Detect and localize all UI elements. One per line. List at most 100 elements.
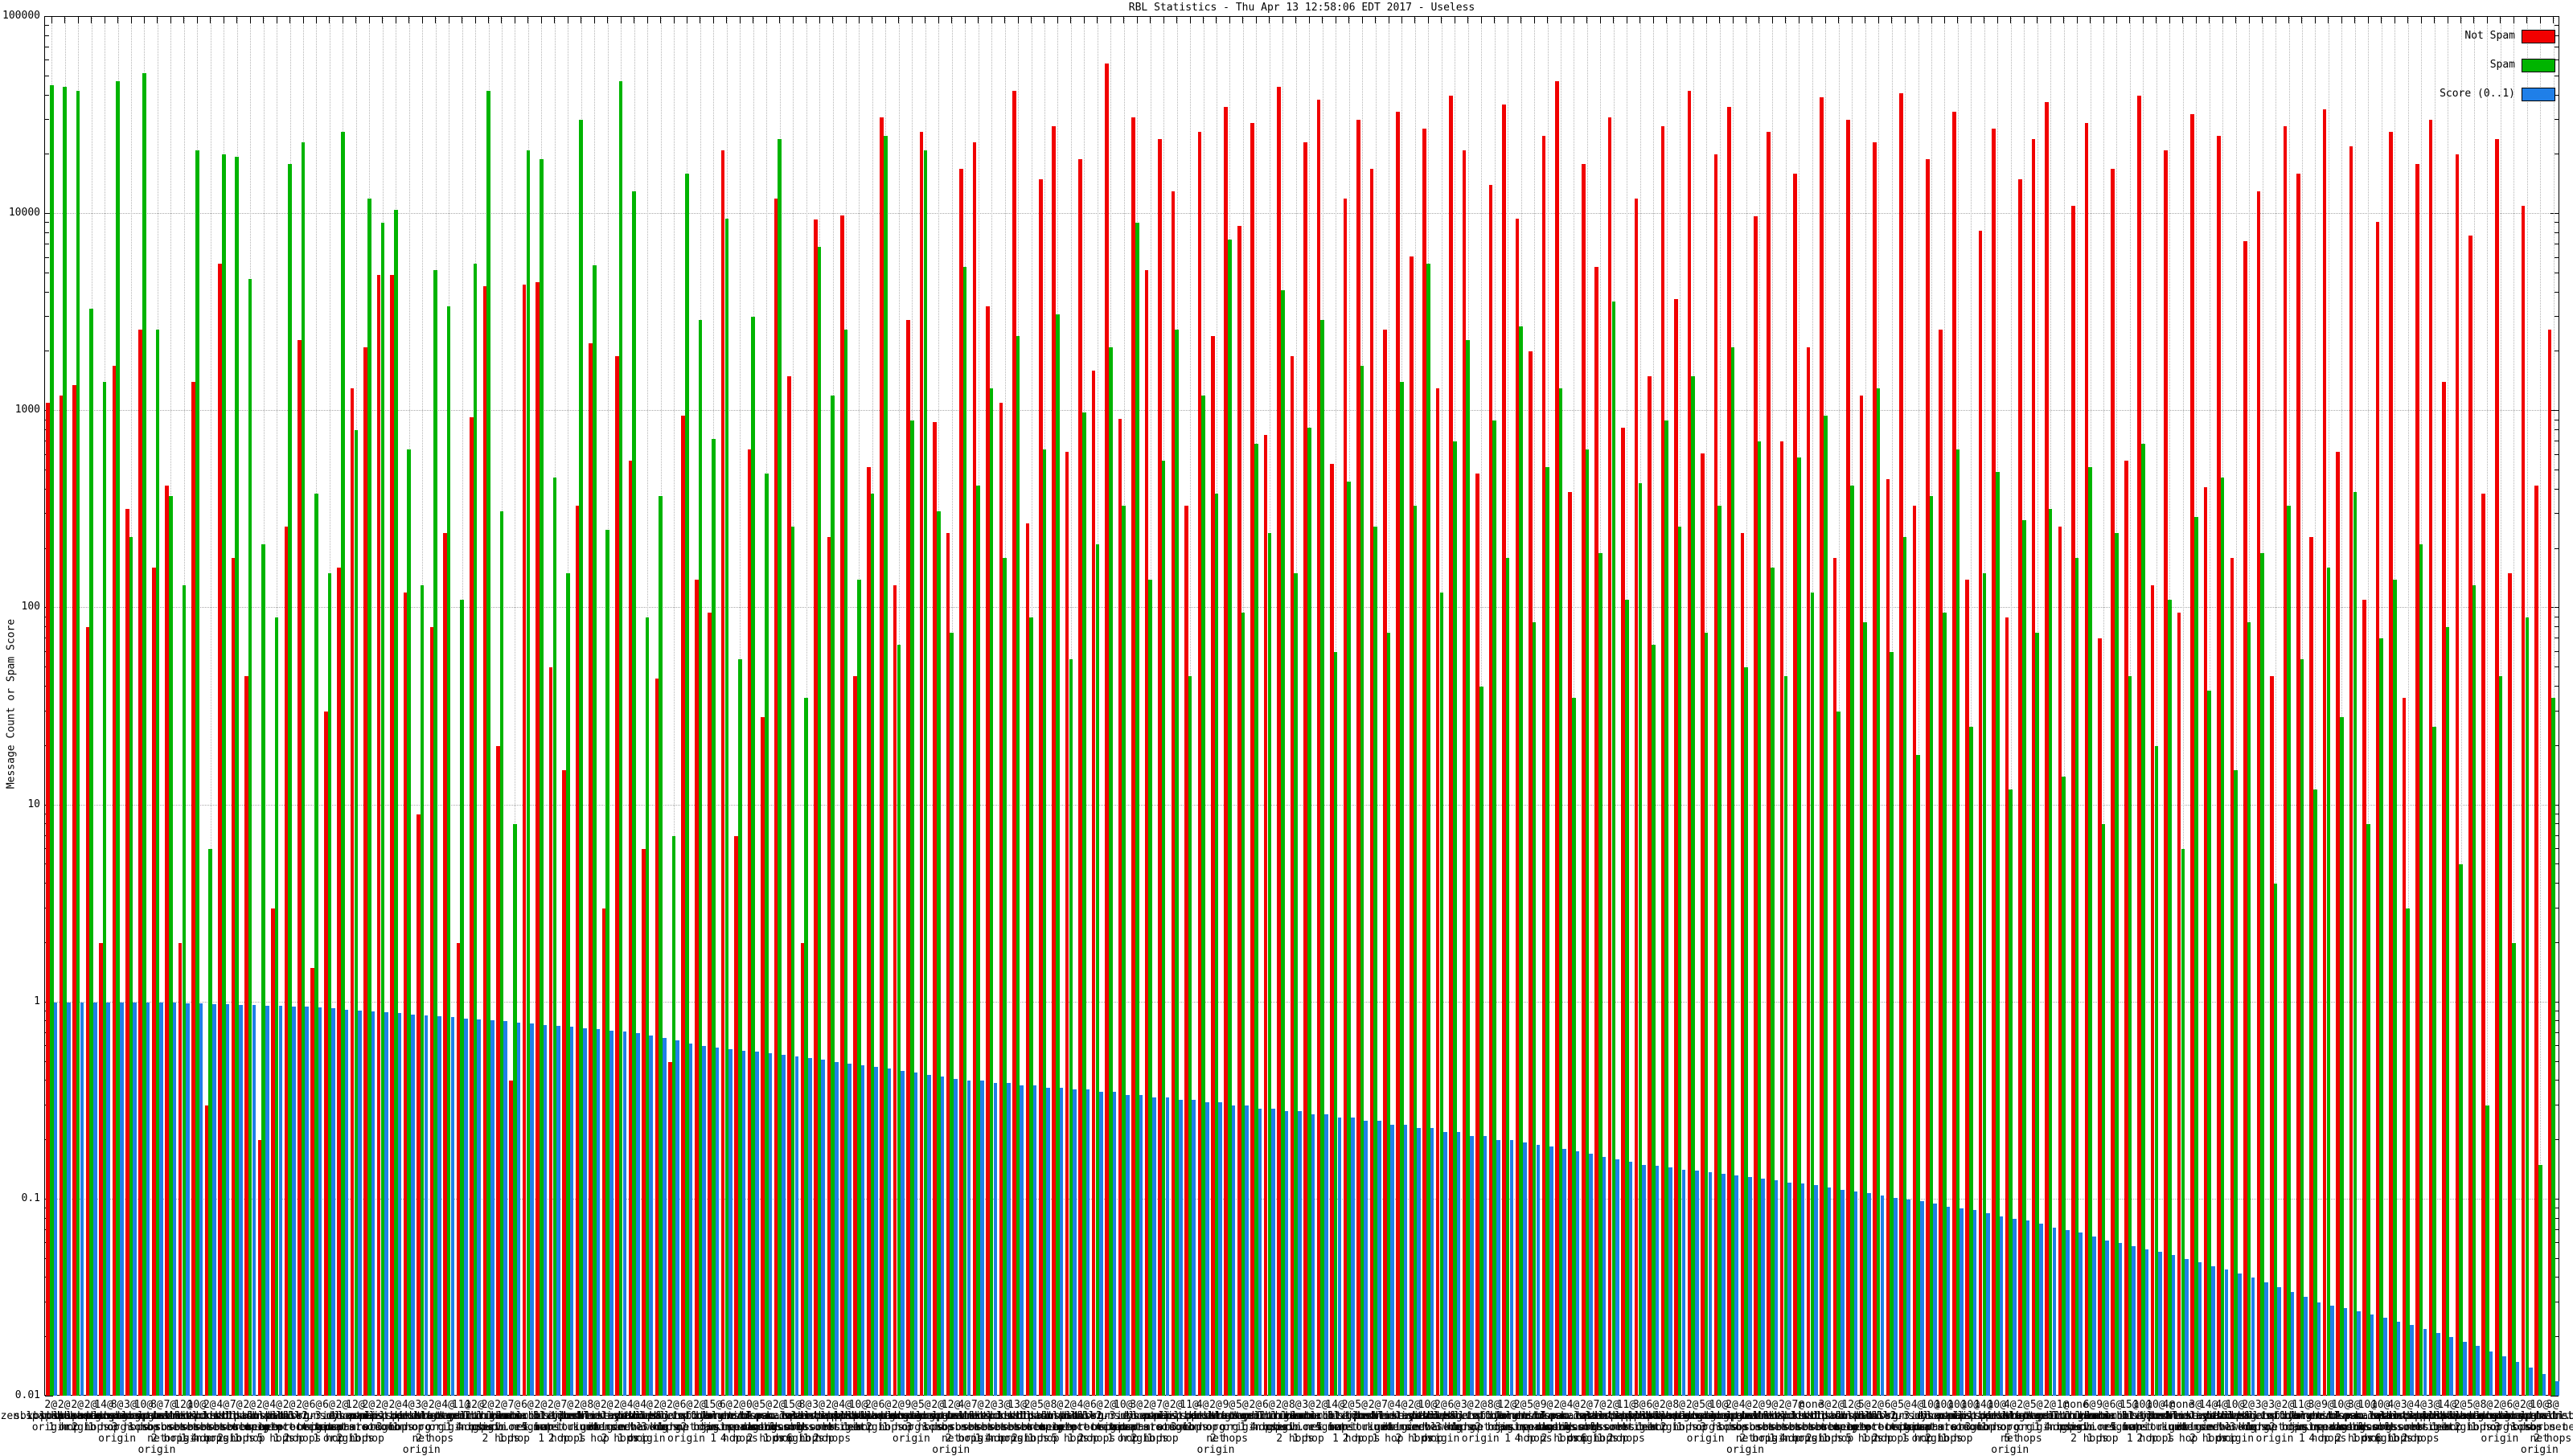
x-tick-label: wormrbl.imp.ch [1291,1410,1379,1422]
bar-spam [1254,444,1258,1396]
x-tick-label: escalations. [2342,1410,2419,1422]
x-tick-label: origin [402,1444,441,1456]
x-tick-label: 11@ [451,1399,471,1411]
x-tick-label: sorbs.net [220,1421,278,1433]
x-tick-label: 1 hop [2206,1433,2238,1445]
x-tick-label: 2 hops [1012,1433,1049,1445]
bar-not-spam [1422,129,1426,1396]
x-tick-label: origin [773,1433,811,1445]
bar-not-spam [2534,485,2538,1396]
x-tick-label: bl.blocklist.de [533,1410,628,1422]
x-top-tick [1282,17,1283,23]
x-tick-label: cbl.abuseat.org [1009,1410,1105,1422]
x-tick-label: 1 hop [1636,1421,1668,1433]
bar-spam [1955,449,1960,1396]
bar-spam [1704,633,1709,1396]
bar-spam [513,824,517,1396]
x-tick-label: gbudb.net [2061,1421,2118,1433]
plot-area [44,16,2559,1397]
bar-score [1032,1085,1037,1396]
x-top-tick [1229,17,1230,23]
bar-spam [2088,466,2092,1396]
bar-score [1179,1100,1183,1396]
bar-not-spam [1660,125,1665,1396]
bar-score [1986,1213,1990,1396]
x-tick-label: org [107,1421,127,1433]
x-tick-label: spamrats.com [1125,1421,1201,1433]
x-tick-label: sorbs.net [777,1421,834,1433]
bar-score [2079,1232,2083,1396]
x-top-tick [2301,17,2303,23]
x-top-tick [1163,17,1164,23]
bar-spam [910,420,914,1396]
x-tick-label: pbl.spamhaus.org [834,1410,936,1422]
x-tick-label: 2 hops [548,1433,586,1445]
x-tick-label: 1 hop [445,1421,478,1433]
x-top-tick [540,17,542,23]
x-tick-label: 2@ [733,1399,746,1411]
x-tick-label: list.dnswl.org [1952,1410,2042,1422]
x-top-tick [2553,17,2555,23]
y-minor-tick [2555,453,2559,455]
x-tick-label: old.spam.dnsbl. [2373,1410,2468,1422]
x-top-tick [435,17,437,23]
bar-not-spam [2322,109,2327,1396]
x-tick-label: origin [958,1433,997,1445]
x-tick-label: 2@ [1726,1399,1738,1411]
bar-not-spam [2428,120,2433,1396]
x-top-tick [2394,17,2395,23]
x-top-tick [1480,17,1482,23]
bar-not-spam [1356,120,1360,1396]
bar-score [583,1027,587,1396]
bar-spam [1333,651,1338,1396]
x-tick-label: 2@ [534,1399,548,1411]
bar-spam [1016,336,1020,1396]
x-tick-label: 2@ [984,1399,997,1411]
x-tick-label: sorbs.net [1770,1421,1827,1433]
bar-not-spam [575,506,580,1396]
x-tick-label: rbl.interserver. [1297,1410,1399,1422]
y-tick-label: 100000 [2,10,40,22]
bar-score [2105,1240,2109,1396]
x-tick-label: dnsbl-3. [277,1410,328,1422]
bar-spam [884,135,888,1396]
bar-not-spam [2230,557,2234,1396]
x-tick-label: 1 hop [1239,1421,1271,1433]
x-gridline [2540,18,2542,1396]
bar-score [2066,1229,2070,1396]
bar-spam [1082,412,1086,1396]
bar-spam [2273,884,2278,1396]
x-tick-label: origin [2255,1433,2294,1445]
bar-not-spam [1144,269,1149,1396]
x-top-tick [355,17,357,23]
bar-not-spam [720,150,725,1396]
bar-score [1840,1189,1845,1396]
x-tick-label: opm.tornevall. [1184,1410,1274,1422]
bar-not-spam [509,1081,514,1396]
x-tick-label: origin [203,1433,242,1445]
x-tick-label: 2@ [1169,1399,1183,1411]
x-top-tick [1255,17,1257,23]
bar-spam [1122,506,1126,1396]
bar-score [2423,1329,2427,1396]
bar-not-spam [2190,114,2194,1396]
x-top-tick [1652,17,1654,23]
x-tick-label: origin [1528,1421,1566,1433]
x-tick-label: org [2001,1421,2020,1433]
bar-not-spam [1118,419,1122,1396]
bar-not-spam [1488,185,1493,1396]
bar-not-spam [1832,557,1837,1396]
x-top-tick [858,17,860,23]
x-top-tick [673,17,675,23]
y-minor-tick [2555,222,2559,224]
x-tick-label: origin [2282,1421,2321,1433]
bar-score [1575,1151,1580,1396]
x-tick-label: kundenserver.de [2161,1421,2256,1433]
x-tick-label: uceprotect.net [1846,1421,1935,1433]
x-top-tick [2129,17,2131,23]
bar-not-spam [536,282,540,1396]
bar-not-spam [562,770,566,1396]
bar-score [1761,1178,1765,1396]
x-tick-label: 2@ [84,1399,97,1411]
x-tick-label: 3 hops [2229,1421,2267,1433]
